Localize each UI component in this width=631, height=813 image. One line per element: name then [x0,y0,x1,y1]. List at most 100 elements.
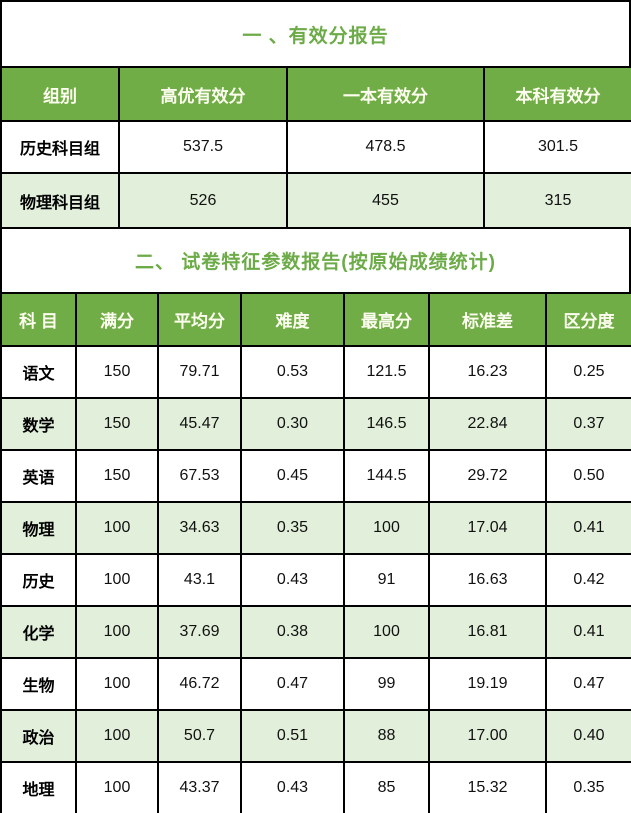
subject-cell: 地理 [0,761,77,813]
subject-cell: 数学 [0,397,77,451]
value-cell: 15.32 [428,761,547,813]
value-cell: 37.69 [157,605,242,659]
value-cell: 0.38 [240,605,345,659]
value-cell: 0.53 [240,345,345,399]
value-cell: 0.41 [545,605,631,659]
score-cell: 455 [286,172,485,229]
table-row: 语文 150 79.71 0.53 121.5 16.23 0.25 [0,345,631,399]
effective-score-table: 组别 高优有效分 一本有效分 本科有效分 历史科目组 537.5 478.5 3… [0,66,631,229]
table-row: 英语 150 67.53 0.45 144.5 29.72 0.50 [0,449,631,503]
group-name-cell: 历史科目组 [0,120,120,174]
value-cell: 0.40 [545,709,631,763]
exam-parameters-header-row: 科 目 满分 平均分 难度 最高分 标准差 区分度 [0,292,631,347]
subject-cell: 生物 [0,657,77,711]
value-cell: 100 [75,657,159,711]
subject-cell: 化学 [0,605,77,659]
value-cell: 0.51 [240,709,345,763]
section2-title: 二、 试卷特征参数报告(按原始成绩统计) [0,229,631,292]
value-cell: 0.45 [240,449,345,503]
value-cell: 29.72 [428,449,547,503]
group-name-cell: 物理科目组 [0,172,120,229]
col-header-discrimination: 区分度 [545,292,631,347]
section1-title: 一 、有效分报告 [0,0,631,66]
value-cell: 0.42 [545,553,631,607]
value-cell: 88 [343,709,430,763]
subject-cell: 语文 [0,345,77,399]
table-row: 生物 100 46.72 0.47 99 19.19 0.47 [0,657,631,711]
score-cell: 315 [483,172,631,229]
table-row: 历史科目组 537.5 478.5 301.5 [0,120,631,174]
col-header-benke-score: 本科有效分 [483,66,631,122]
value-cell: 0.37 [545,397,631,451]
value-cell: 100 [343,605,430,659]
value-cell: 17.04 [428,501,547,555]
value-cell: 67.53 [157,449,242,503]
table-row: 物理科目组 526 455 315 [0,172,631,229]
value-cell: 46.72 [157,657,242,711]
value-cell: 45.47 [157,397,242,451]
table-row: 地理 100 43.37 0.43 85 15.32 0.35 [0,761,631,813]
score-cell: 478.5 [286,120,485,174]
value-cell: 146.5 [343,397,430,451]
col-header-group: 组别 [0,66,120,122]
value-cell: 100 [75,501,159,555]
col-header-average: 平均分 [157,292,242,347]
value-cell: 0.47 [240,657,345,711]
value-cell: 22.84 [428,397,547,451]
score-cell: 526 [118,172,288,229]
value-cell: 150 [75,345,159,399]
value-cell: 43.37 [157,761,242,813]
value-cell: 0.50 [545,449,631,503]
value-cell: 0.35 [545,761,631,813]
value-cell: 43.1 [157,553,242,607]
col-header-subject: 科 目 [0,292,77,347]
subject-cell: 物理 [0,501,77,555]
value-cell: 100 [75,553,159,607]
value-cell: 100 [75,709,159,763]
value-cell: 100 [75,761,159,813]
score-cell: 537.5 [118,120,288,174]
value-cell: 16.23 [428,345,547,399]
table-row: 历史 100 43.1 0.43 91 16.63 0.42 [0,553,631,607]
value-cell: 17.00 [428,709,547,763]
effective-score-header-row: 组别 高优有效分 一本有效分 本科有效分 [0,66,631,122]
value-cell: 16.63 [428,553,547,607]
value-cell: 0.25 [545,345,631,399]
subject-cell: 英语 [0,449,77,503]
value-cell: 91 [343,553,430,607]
subject-cell: 政治 [0,709,77,763]
table-row: 数学 150 45.47 0.30 146.5 22.84 0.37 [0,397,631,451]
value-cell: 99 [343,657,430,711]
value-cell: 85 [343,761,430,813]
value-cell: 50.7 [157,709,242,763]
score-cell: 301.5 [483,120,631,174]
value-cell: 16.81 [428,605,547,659]
value-cell: 0.30 [240,397,345,451]
value-cell: 19.19 [428,657,547,711]
value-cell: 121.5 [343,345,430,399]
col-header-full-score: 满分 [75,292,159,347]
value-cell: 34.63 [157,501,242,555]
value-cell: 0.43 [240,761,345,813]
value-cell: 150 [75,449,159,503]
col-header-max-score: 最高分 [343,292,430,347]
col-header-yiben-score: 一本有效分 [286,66,485,122]
value-cell: 0.47 [545,657,631,711]
value-cell: 0.41 [545,501,631,555]
value-cell: 0.35 [240,501,345,555]
table-row: 化学 100 37.69 0.38 100 16.81 0.41 [0,605,631,659]
exam-parameters-table: 科 目 满分 平均分 难度 最高分 标准差 区分度 语文 150 79.71 0… [0,292,631,813]
value-cell: 100 [343,501,430,555]
value-cell: 79.71 [157,345,242,399]
col-header-gaoyou-score: 高优有效分 [118,66,288,122]
col-header-std-dev: 标准差 [428,292,547,347]
col-header-difficulty: 难度 [240,292,345,347]
table-row: 政治 100 50.7 0.51 88 17.00 0.40 [0,709,631,763]
value-cell: 100 [75,605,159,659]
value-cell: 0.43 [240,553,345,607]
subject-cell: 历史 [0,553,77,607]
value-cell: 144.5 [343,449,430,503]
table-row: 物理 100 34.63 0.35 100 17.04 0.41 [0,501,631,555]
value-cell: 150 [75,397,159,451]
